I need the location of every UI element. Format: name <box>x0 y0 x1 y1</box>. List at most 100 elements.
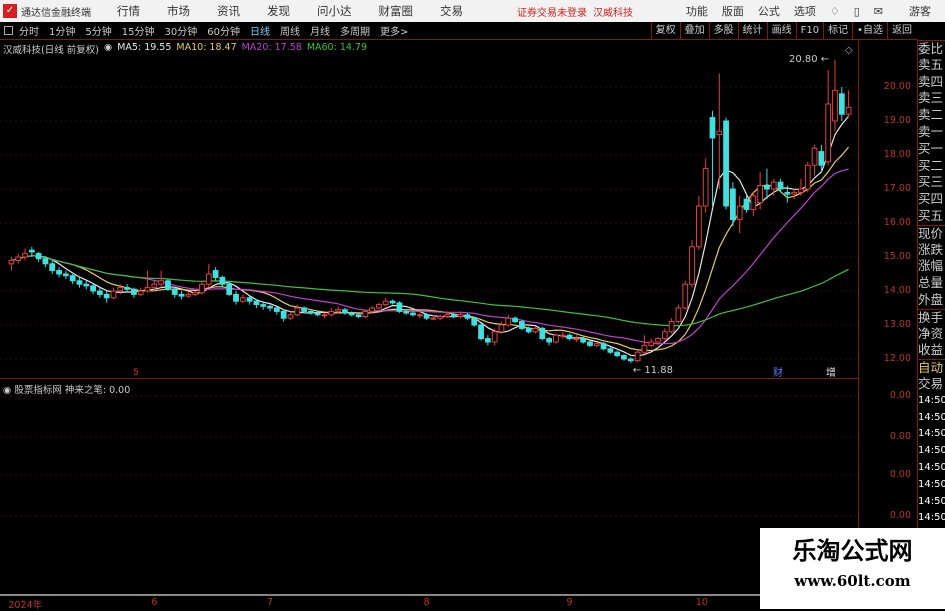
quote-row-label: 涨幅 <box>918 258 944 274</box>
candle-down <box>260 304 267 307</box>
kline-chart[interactable]: 20.80 ← ← 11.88 5 财 增 ◇ <box>0 40 858 595</box>
adjust-button[interactable]: 复权 <box>650 22 680 40</box>
candle-down <box>730 188 736 221</box>
candle-down <box>723 120 729 207</box>
period-weekly[interactable]: 周线 <box>279 27 300 38</box>
period-more[interactable]: 更多> <box>379 27 409 38</box>
candle-down <box>464 314 471 319</box>
menu-trade[interactable]: 交易 <box>440 4 463 18</box>
y-tick-label: 19.00 <box>883 115 911 126</box>
candle-down <box>471 317 478 326</box>
candle-down <box>818 151 825 166</box>
overlay-button[interactable]: 叠加 <box>679 22 709 40</box>
candle-down <box>280 310 287 319</box>
menu-ask[interactable]: 问小达 <box>317 4 352 18</box>
quote-row-label: 卖一 <box>918 123 944 139</box>
f10-button[interactable]: F10 <box>795 22 823 40</box>
y-tick-label: 17.00 <box>883 183 911 194</box>
indicator-tick-label: 0.00 <box>889 469 911 480</box>
indicator-settings-icon[interactable]: ◉ <box>3 385 12 396</box>
candle-down <box>219 276 226 285</box>
settings-icon[interactable]: ◉ <box>103 42 113 53</box>
period-1min[interactable]: 1分钟 <box>49 27 76 38</box>
menu-formula[interactable]: 公式 <box>757 5 780 18</box>
candle-down <box>246 297 253 302</box>
quote-row-label: 外盘 <box>918 291 944 307</box>
indicator-tick-label: 0.00 <box>889 510 911 521</box>
candle-down <box>450 314 457 317</box>
multi-stock-button[interactable]: 多股 <box>708 22 738 40</box>
candle-down <box>389 300 396 304</box>
period-15min[interactable]: 15分钟 <box>121 27 155 38</box>
candle-up <box>239 297 246 302</box>
back-button[interactable]: 返回 <box>887 22 916 40</box>
candle-up <box>695 205 702 248</box>
period-5min[interactable]: 5分钟 <box>85 27 112 38</box>
period-30min[interactable]: 30分钟 <box>164 27 198 38</box>
skin-icon[interactable]: ♢ <box>829 4 840 18</box>
menu-news[interactable]: 资讯 <box>217 4 240 18</box>
candle-down <box>743 198 750 210</box>
menu-quotes[interactable]: 行情 <box>117 4 140 18</box>
quote-row-label: 收益 <box>918 342 944 358</box>
y-tick-label: 15.00 <box>883 251 911 262</box>
candle-down <box>273 307 280 312</box>
pane-divider[interactable] <box>0 378 858 379</box>
candle-up <box>798 188 804 193</box>
y-tick-label: 20.00 <box>883 81 911 92</box>
candle-down <box>519 321 525 329</box>
candle-up <box>137 290 144 295</box>
candle-up <box>8 259 15 265</box>
candle-up <box>804 164 811 190</box>
user-label[interactable]: 游客 <box>909 5 931 18</box>
quote-row-label: 14:50 <box>918 428 945 440</box>
statistics-button[interactable]: 统计 <box>737 22 767 40</box>
candle-down <box>478 324 484 340</box>
message-icon[interactable]: ✉ <box>873 4 883 18</box>
price-axis: 20.00 19.00 18.00 17.00 16.00 15.00 14.00 13.00… <box>858 40 918 595</box>
quote-row-label: 换手 <box>918 308 945 325</box>
menu-market[interactable]: 市场 <box>167 4 190 18</box>
watermark-name: 乐淘公式网 <box>792 537 913 565</box>
menu-wealth[interactable]: 财富圈 <box>378 4 414 18</box>
phone-icon[interactable]: ▯ <box>853 4 860 18</box>
candle-up <box>144 287 151 292</box>
candle-up <box>158 280 165 285</box>
candle-down <box>76 280 83 285</box>
candle-down <box>484 338 491 343</box>
menu-function[interactable]: 功能 <box>685 5 708 18</box>
candle-down <box>621 355 627 360</box>
quote-row-label: 买四 <box>918 191 944 207</box>
candle-down <box>131 288 137 295</box>
menu-options[interactable]: 选项 <box>793 5 816 18</box>
login-notice[interactable]: 证券交易未登录 <box>517 7 587 19</box>
quote-row-label: 14:50 <box>918 478 945 490</box>
candle-down <box>410 312 416 316</box>
candle-down <box>267 305 273 309</box>
ma60-line <box>11 255 849 327</box>
candle-up <box>682 283 689 309</box>
period-monthly[interactable]: 月线 <box>309 27 330 38</box>
candle-up <box>205 273 212 285</box>
period-60min[interactable]: 60分钟 <box>207 27 240 38</box>
ma20-line <box>11 168 849 345</box>
candle-up <box>736 205 743 221</box>
menu-layout[interactable]: 版面 <box>721 5 744 18</box>
stock-notice[interactable]: 汉威科技 <box>593 7 633 19</box>
panel-toggle-icon[interactable] <box>4 26 13 35</box>
period-multi[interactable]: 多周期 <box>339 27 370 38</box>
draw-button[interactable]: 画线 <box>766 22 796 40</box>
candle-down <box>83 283 90 287</box>
menu-discover[interactable]: 发现 <box>267 4 290 18</box>
period-daily[interactable]: 日线 <box>249 27 270 38</box>
mark-button[interactable]: 标记 <box>823 22 852 40</box>
candle-down <box>512 317 518 323</box>
add-favorite-button[interactable]: •自选 <box>852 22 887 40</box>
candle-up <box>573 338 580 341</box>
x-tick-label: 10 <box>695 597 708 608</box>
candle-up <box>192 292 199 295</box>
candle-up <box>416 314 423 317</box>
period-timeshare[interactable]: 分时 <box>19 27 39 38</box>
candle-down <box>355 314 362 317</box>
candle-up <box>491 331 498 343</box>
